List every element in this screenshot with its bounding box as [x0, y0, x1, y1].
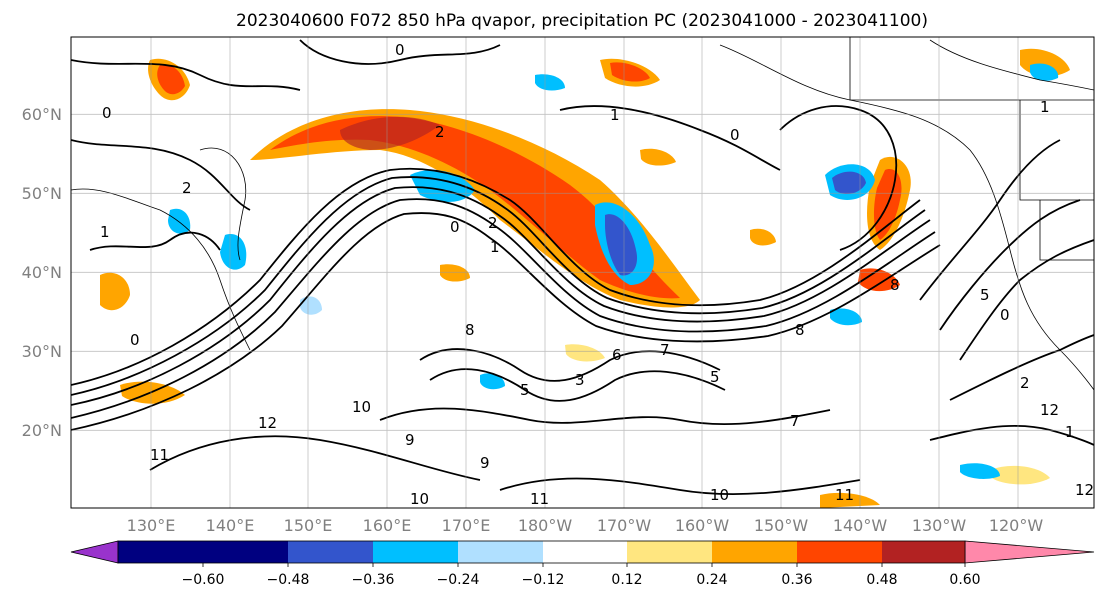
contour-label: 0	[450, 218, 460, 236]
contour-label: 12	[258, 414, 277, 432]
colorbar-segment	[882, 541, 965, 563]
colorbar-tick-label: −0.48	[267, 572, 310, 588]
contour-label: 9	[480, 454, 490, 472]
contour-label: 0	[1000, 306, 1010, 324]
colorbar-segment	[373, 541, 458, 563]
colorbar-tick-marks	[202, 563, 966, 567]
coastlines	[71, 37, 1094, 391]
map-frame	[70, 36, 1095, 509]
lon-label: 180°W	[518, 516, 573, 535]
contour-label: 0	[395, 41, 405, 59]
colorbar-extend-low	[70, 540, 119, 564]
contour-label: 8	[465, 321, 475, 339]
contour-label: 2	[1020, 374, 1030, 392]
lat-label-20n: 20°N	[22, 421, 62, 440]
lon-label: 130°E	[127, 516, 176, 535]
colorbar-segment	[288, 541, 373, 563]
colorbar-tick-label: −0.24	[437, 572, 480, 588]
contour-label: 1	[1065, 423, 1075, 441]
lon-label: 160°W	[675, 516, 730, 535]
figure-title: 2023040600 F072 850 hPa qvapor, precipit…	[236, 11, 928, 31]
contour-label: 9	[405, 431, 415, 449]
lon-label: 140°E	[206, 516, 255, 535]
colorbar-tick-label: −0.60	[182, 572, 225, 588]
colorbar-tick-label: 0.60	[949, 572, 980, 588]
contour-label: 12	[1075, 481, 1094, 499]
lon-label: 170°W	[597, 516, 652, 535]
lon-label: 170°E	[442, 516, 491, 535]
colorbar-segment	[203, 541, 288, 563]
contour-label: 8	[795, 321, 805, 339]
latitude-labels: 60°N 50°N 40°N 30°N 20°N	[22, 105, 62, 440]
lat-label-40n: 40°N	[22, 263, 62, 282]
contour-label: 0	[130, 331, 140, 349]
contour-label: 8	[890, 276, 900, 294]
lat-label-50n: 50°N	[22, 184, 62, 203]
contour-label: 2	[488, 214, 498, 232]
contour-label: 10	[410, 490, 429, 508]
colorbar-tick-label: −0.12	[522, 572, 565, 588]
colorbar-tick-labels: −0.60 −0.48 −0.36 −0.24 −0.12 0.12 0.24 …	[182, 572, 981, 588]
colorbar-tick-label: 0.24	[696, 572, 727, 588]
colorbar-frame	[117, 540, 966, 564]
contour-label: 11	[530, 490, 549, 508]
lon-label: 150°E	[284, 516, 333, 535]
gridlines	[71, 37, 1094, 508]
colorbar-segment	[627, 541, 712, 563]
contour-label: 7	[660, 341, 670, 359]
lon-label: 160°E	[363, 516, 412, 535]
qvapor-contours	[71, 39, 1094, 496]
contour-labels: 0 0 0 0 1 1 2 2 1 2 0 1 5 3 7 7 8 8 8 5	[100, 41, 1094, 508]
contour-label: 11	[835, 486, 854, 504]
colorbar-segment	[712, 541, 797, 563]
contour-label: 1	[610, 106, 620, 124]
contour-label: 11	[150, 446, 169, 464]
contour-label: 2	[435, 123, 445, 141]
lon-label: 120°W	[989, 516, 1044, 535]
colorbar-segment	[543, 541, 627, 563]
longitude-labels: 130°E 140°E 150°E 160°E 170°E 180°W 170°…	[127, 516, 1044, 535]
contour-label: 5	[980, 286, 990, 304]
colorbar-segment	[118, 541, 203, 563]
contour-label: 0	[102, 104, 112, 122]
lat-label-60n: 60°N	[22, 105, 62, 124]
colorbar-extend-high	[964, 540, 1095, 564]
contour-label: 1	[100, 223, 110, 241]
colorbar-tick-label: 0.36	[781, 572, 812, 588]
contour-label: 5	[520, 381, 530, 399]
colorbar: −0.60 −0.48 −0.36 −0.24 −0.12 0.12 0.24 …	[70, 540, 1095, 588]
contour-label: 5	[710, 368, 720, 386]
colorbar-segment	[797, 541, 882, 563]
contour-label: 6	[612, 346, 622, 364]
lon-label: 130°W	[912, 516, 967, 535]
contour-label: 1	[1040, 98, 1050, 116]
contour-label: 1	[490, 238, 500, 256]
contour-label: 12	[1040, 401, 1059, 419]
colorbar-tick-label: 0.12	[611, 572, 642, 588]
colorbar-tick-label: 0.48	[866, 572, 897, 588]
contour-label: 10	[352, 398, 371, 416]
contour-label: 7	[790, 412, 800, 430]
colorbar-segment	[458, 541, 543, 563]
map-panel: 0 0 0 0 1 1 2 2 1 2 0 1 5 3 7 7 8 8 8 5	[70, 36, 1095, 509]
lat-label-30n: 30°N	[22, 342, 62, 361]
colorbar-tick-label: −0.36	[352, 572, 395, 588]
contour-label: 2	[182, 179, 192, 197]
lon-label: 140°W	[833, 516, 888, 535]
contour-label: 0	[730, 126, 740, 144]
contour-label: 10	[710, 486, 729, 504]
lon-label: 150°W	[754, 516, 809, 535]
contour-label: 3	[575, 371, 585, 389]
